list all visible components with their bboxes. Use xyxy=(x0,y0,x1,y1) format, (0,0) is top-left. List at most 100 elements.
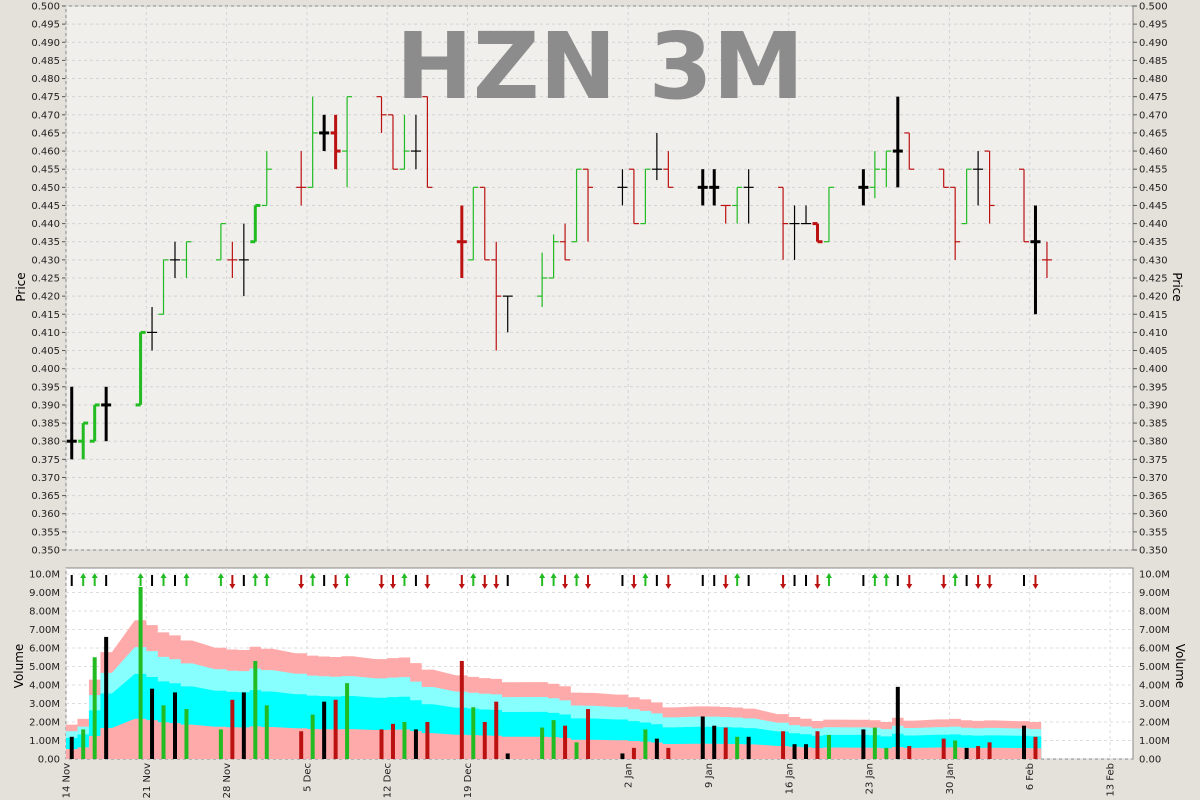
price-tick-label: 0.470 xyxy=(1139,110,1168,121)
volume-bar xyxy=(172,692,177,759)
volume-bar xyxy=(104,636,109,759)
ohlc-bar xyxy=(732,186,743,224)
price-tick-label: 0.480 xyxy=(1139,74,1168,85)
date-tick-label: 14 Nov xyxy=(62,763,73,799)
volume-tick-label: 6.00M xyxy=(29,644,60,655)
volume-tick-label: 1.00M xyxy=(29,736,60,747)
price-tick-label: 0.380 xyxy=(1139,437,1168,448)
volume-bar xyxy=(92,657,97,759)
ohlc-bar xyxy=(743,169,754,224)
ohlc-bar xyxy=(892,96,903,188)
volume-bar xyxy=(746,736,751,759)
direction-arrow xyxy=(252,573,259,578)
date-tick-label: 9 Jan xyxy=(704,763,715,788)
ohlc-bar xyxy=(89,403,100,443)
ohlc-bar xyxy=(560,223,571,261)
direction-arrow xyxy=(401,573,408,578)
date-tick-label: 2 Jan xyxy=(624,763,635,788)
ohlc-bar xyxy=(422,96,433,188)
price-tick-label: 0.350 xyxy=(31,546,60,557)
volume-tick-label: 8.00M xyxy=(1139,607,1170,618)
ohlc-bar xyxy=(330,114,341,170)
volume-tick-label: 3.00M xyxy=(1139,699,1170,710)
volume-bar xyxy=(505,753,510,759)
volume-bar xyxy=(161,705,166,759)
price-tick-label: 0.395 xyxy=(1139,382,1168,393)
volume-bar xyxy=(241,692,246,759)
volume-bar xyxy=(459,660,464,759)
volume-bar xyxy=(666,747,671,759)
price-tick-label: 0.365 xyxy=(1139,491,1168,502)
volume-bar xyxy=(69,736,74,759)
price-tick-label: 0.375 xyxy=(31,455,60,466)
ohlc-bar xyxy=(869,151,880,199)
price-axis-label-left: Price xyxy=(14,272,28,301)
price-tick-label: 0.370 xyxy=(1139,473,1168,484)
direction-arrow xyxy=(344,573,351,578)
volume-tick-label: 10.0M xyxy=(29,570,60,581)
direction-arrow xyxy=(585,584,592,589)
price-tick-label: 0.440 xyxy=(1139,219,1168,230)
x-axis: 14 Nov 21 Nov 28 Nov 5 Dec 12 Dec 19 Dec 2 Jan… xyxy=(62,763,1117,799)
ohlc-bar xyxy=(410,114,421,170)
ohlc-bar xyxy=(135,330,146,407)
ohlc-bar xyxy=(296,151,307,206)
ohlc-bar xyxy=(709,169,720,206)
price-tick-label: 0.450 xyxy=(1139,183,1168,194)
price-tick-label: 0.410 xyxy=(31,328,60,339)
ohlc-bar xyxy=(158,259,169,315)
ohlc-bar xyxy=(858,169,869,206)
ohlc-bar xyxy=(628,168,639,225)
direction-arrow xyxy=(986,584,993,589)
volume-bar xyxy=(184,709,189,759)
volume-tick-label: 9.00M xyxy=(29,588,60,599)
volume-tick-label: 4.00M xyxy=(29,681,60,692)
price-tick-label: 0.465 xyxy=(1139,128,1168,139)
direction-arrow xyxy=(332,584,339,589)
direction-arrow xyxy=(458,584,465,589)
ohlc-bar xyxy=(319,114,330,152)
price-tick-label: 0.425 xyxy=(1139,274,1168,285)
price-tick-label: 0.460 xyxy=(1139,147,1168,158)
date-tick-label: 23 Jan xyxy=(865,763,876,794)
ohlc-bar xyxy=(479,186,490,261)
direction-arrow xyxy=(389,584,396,589)
volume-tick-label: 2.00M xyxy=(1139,718,1170,729)
ohlc-bar xyxy=(961,168,972,225)
price-tick-label: 0.385 xyxy=(31,419,60,430)
ohlc-bar xyxy=(651,132,662,181)
volume-bar xyxy=(390,723,395,759)
volume-bar xyxy=(138,586,143,759)
direction-arrow xyxy=(263,573,270,578)
ohlc-bar xyxy=(307,96,318,188)
volume-tick-label: 5.00M xyxy=(29,662,60,673)
volume-bar xyxy=(81,729,86,759)
volume-bar xyxy=(826,734,831,759)
price-tick-label: 0.430 xyxy=(1139,255,1168,266)
price-panel: 0.350 0.350 0.355 0.355 0.360 0.360 0.365 0.365… xyxy=(31,2,1167,557)
ohlc-bar xyxy=(1030,205,1041,315)
price-tick-label: 0.360 xyxy=(31,509,60,520)
volume-tick-label: 0.00 xyxy=(38,755,60,766)
price-axis-label-right: Price xyxy=(1170,272,1184,301)
direction-arrow xyxy=(871,573,878,578)
ohlc-bar xyxy=(387,114,398,170)
price-tick-label: 0.480 xyxy=(31,74,60,85)
volume-bar xyxy=(379,729,384,759)
volume-bar xyxy=(620,753,625,759)
volume-axis-label-right: Volume xyxy=(1173,644,1187,689)
ohlc-bar xyxy=(238,223,249,297)
date-tick-label: 28 Nov xyxy=(222,763,233,799)
price-tick-label: 0.430 xyxy=(31,255,60,266)
direction-arrow xyxy=(734,573,741,578)
ohlc-bar xyxy=(468,186,479,261)
price-tick-label: 0.375 xyxy=(1139,455,1168,466)
price-tick-label: 0.385 xyxy=(1139,419,1168,430)
direction-arrow xyxy=(940,584,947,589)
date-tick-label: 13 Feb xyxy=(1106,763,1117,797)
ohlc-bar xyxy=(984,150,995,224)
price-tick-label: 0.400 xyxy=(31,364,60,375)
volume-bar xyxy=(264,705,269,759)
direction-arrow xyxy=(550,573,557,578)
direction-arrow xyxy=(562,584,569,589)
